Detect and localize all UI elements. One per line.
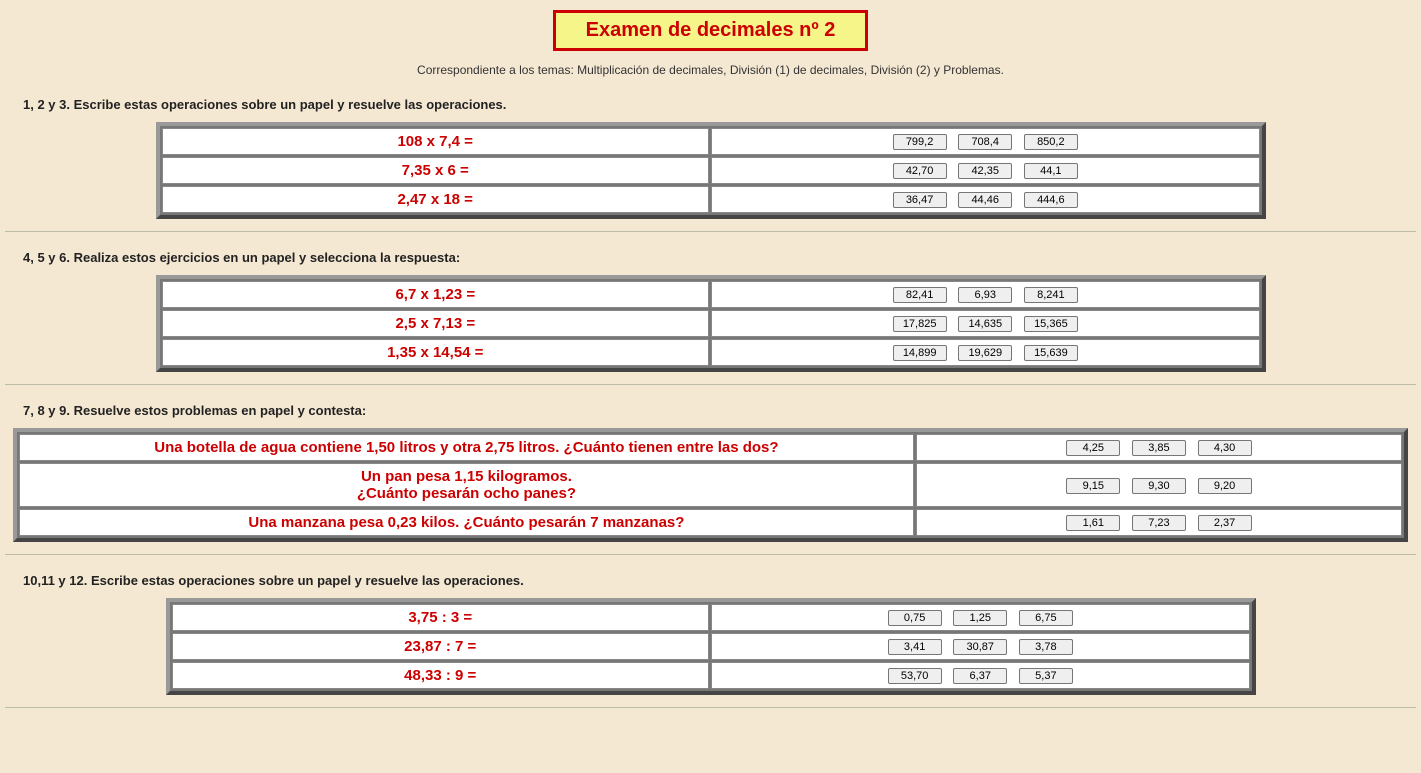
question-cell: 3,75 : 3 = [172, 604, 710, 631]
table-row: 23,87 : 7 = 3,41 30,87 3,78 [172, 633, 1250, 660]
separator [5, 554, 1416, 555]
answer-button[interactable]: 44,46 [958, 192, 1012, 208]
section4-heading: 10,11 y 12. Escribe estas operaciones so… [23, 573, 1416, 588]
answers-cell: 17,825 14,635 15,365 [711, 310, 1259, 337]
answer-button[interactable]: 850,2 [1024, 134, 1078, 150]
table-row: Un pan pesa 1,15 kilogramos.¿Cuánto pesa… [19, 463, 1402, 507]
answer-button[interactable]: 4,25 [1066, 440, 1120, 456]
question-cell: 6,7 x 1,23 = [162, 281, 710, 308]
separator [5, 707, 1416, 708]
answers-cell: 36,47 44,46 444,6 [711, 186, 1260, 213]
answer-button[interactable]: 2,37 [1198, 515, 1252, 531]
table-row: 7,35 x 6 = 42,70 42,35 44,1 [162, 157, 1260, 184]
question-cell: Un pan pesa 1,15 kilogramos.¿Cuánto pesa… [19, 463, 914, 507]
answer-button[interactable]: 6,75 [1019, 610, 1073, 626]
answer-button[interactable]: 14,899 [893, 345, 947, 361]
section2-table: 6,7 x 1,23 = 82,41 6,93 8,241 2,5 x 7,13… [156, 275, 1266, 372]
answer-button[interactable]: 708,4 [958, 134, 1012, 150]
section3-table: Una botella de agua contiene 1,50 litros… [13, 428, 1408, 542]
answer-button[interactable]: 9,15 [1066, 478, 1120, 494]
answer-button[interactable]: 36,47 [893, 192, 947, 208]
subtitle: Correspondiente a los temas: Multiplicac… [5, 63, 1416, 77]
answers-cell: 14,899 19,629 15,639 [711, 339, 1259, 366]
answer-button[interactable]: 444,6 [1024, 192, 1078, 208]
answer-button[interactable]: 19,629 [958, 345, 1012, 361]
answer-button[interactable]: 3,41 [888, 639, 942, 655]
answer-button[interactable]: 30,87 [953, 639, 1007, 655]
question-cell: 2,47 x 18 = [162, 186, 709, 213]
table-row: Una manzana pesa 0,23 kilos. ¿Cuánto pes… [19, 509, 1402, 536]
answer-button[interactable]: 9,30 [1132, 478, 1186, 494]
answer-button[interactable]: 4,30 [1198, 440, 1252, 456]
table-row: 2,5 x 7,13 = 17,825 14,635 15,365 [162, 310, 1260, 337]
question-cell: Una manzana pesa 0,23 kilos. ¿Cuánto pes… [19, 509, 914, 536]
answer-button[interactable]: 8,241 [1024, 287, 1078, 303]
question-cell: 48,33 : 9 = [172, 662, 710, 689]
section1-heading: 1, 2 y 3. Escribe estas operaciones sobr… [23, 97, 1416, 112]
answers-cell: 3,41 30,87 3,78 [711, 633, 1250, 660]
answers-cell: 4,25 3,85 4,30 [916, 434, 1402, 461]
answer-button[interactable]: 1,61 [1066, 515, 1120, 531]
answer-button[interactable]: 44,1 [1024, 163, 1078, 179]
table-row: 1,35 x 14,54 = 14,899 19,629 15,639 [162, 339, 1260, 366]
page-title: Examen de decimales nº 2 [586, 19, 836, 42]
answer-button[interactable]: 14,635 [958, 316, 1012, 332]
answer-button[interactable]: 15,365 [1024, 316, 1078, 332]
question-cell: 108 x 7,4 = [162, 128, 709, 155]
question-cell: 7,35 x 6 = [162, 157, 709, 184]
separator [5, 231, 1416, 232]
title-box: Examen de decimales nº 2 [553, 10, 869, 51]
answer-button[interactable]: 6,37 [953, 668, 1007, 684]
table-row: Una botella de agua contiene 1,50 litros… [19, 434, 1402, 461]
question-cell: Una botella de agua contiene 1,50 litros… [19, 434, 914, 461]
answers-cell: 799,2 708,4 850,2 [711, 128, 1260, 155]
answers-cell: 53,70 6,37 5,37 [711, 662, 1250, 689]
table-row: 48,33 : 9 = 53,70 6,37 5,37 [172, 662, 1250, 689]
question-cell: 1,35 x 14,54 = [162, 339, 710, 366]
answer-button[interactable]: 53,70 [888, 668, 942, 684]
question-cell: 2,5 x 7,13 = [162, 310, 710, 337]
answer-button[interactable]: 1,25 [953, 610, 1007, 626]
section4-table: 3,75 : 3 = 0,75 1,25 6,75 23,87 : 7 = 3,… [166, 598, 1256, 695]
answer-button[interactable]: 7,23 [1132, 515, 1186, 531]
answers-cell: 0,75 1,25 6,75 [711, 604, 1250, 631]
table-row: 3,75 : 3 = 0,75 1,25 6,75 [172, 604, 1250, 631]
answer-button[interactable]: 42,70 [893, 163, 947, 179]
answer-button[interactable]: 799,2 [893, 134, 947, 150]
answer-button[interactable]: 9,20 [1198, 478, 1252, 494]
answer-button[interactable]: 15,639 [1024, 345, 1078, 361]
answer-button[interactable]: 6,93 [958, 287, 1012, 303]
table-row: 108 x 7,4 = 799,2 708,4 850,2 [162, 128, 1260, 155]
answer-button[interactable]: 5,37 [1019, 668, 1073, 684]
table-row: 6,7 x 1,23 = 82,41 6,93 8,241 [162, 281, 1260, 308]
answer-button[interactable]: 0,75 [888, 610, 942, 626]
answers-cell: 9,15 9,30 9,20 [916, 463, 1402, 507]
question-cell: 23,87 : 7 = [172, 633, 710, 660]
section3-heading: 7, 8 y 9. Resuelve estos problemas en pa… [23, 403, 1416, 418]
answers-cell: 42,70 42,35 44,1 [711, 157, 1260, 184]
answer-button[interactable]: 17,825 [893, 316, 947, 332]
answer-button[interactable]: 3,78 [1019, 639, 1073, 655]
separator [5, 384, 1416, 385]
answer-button[interactable]: 82,41 [893, 287, 947, 303]
answer-button[interactable]: 42,35 [958, 163, 1012, 179]
section1-table: 108 x 7,4 = 799,2 708,4 850,2 7,35 x 6 =… [156, 122, 1266, 219]
section2-heading: 4, 5 y 6. Realiza estos ejercicios en un… [23, 250, 1416, 265]
answers-cell: 82,41 6,93 8,241 [711, 281, 1259, 308]
answers-cell: 1,61 7,23 2,37 [916, 509, 1402, 536]
answer-button[interactable]: 3,85 [1132, 440, 1186, 456]
table-row: 2,47 x 18 = 36,47 44,46 444,6 [162, 186, 1260, 213]
